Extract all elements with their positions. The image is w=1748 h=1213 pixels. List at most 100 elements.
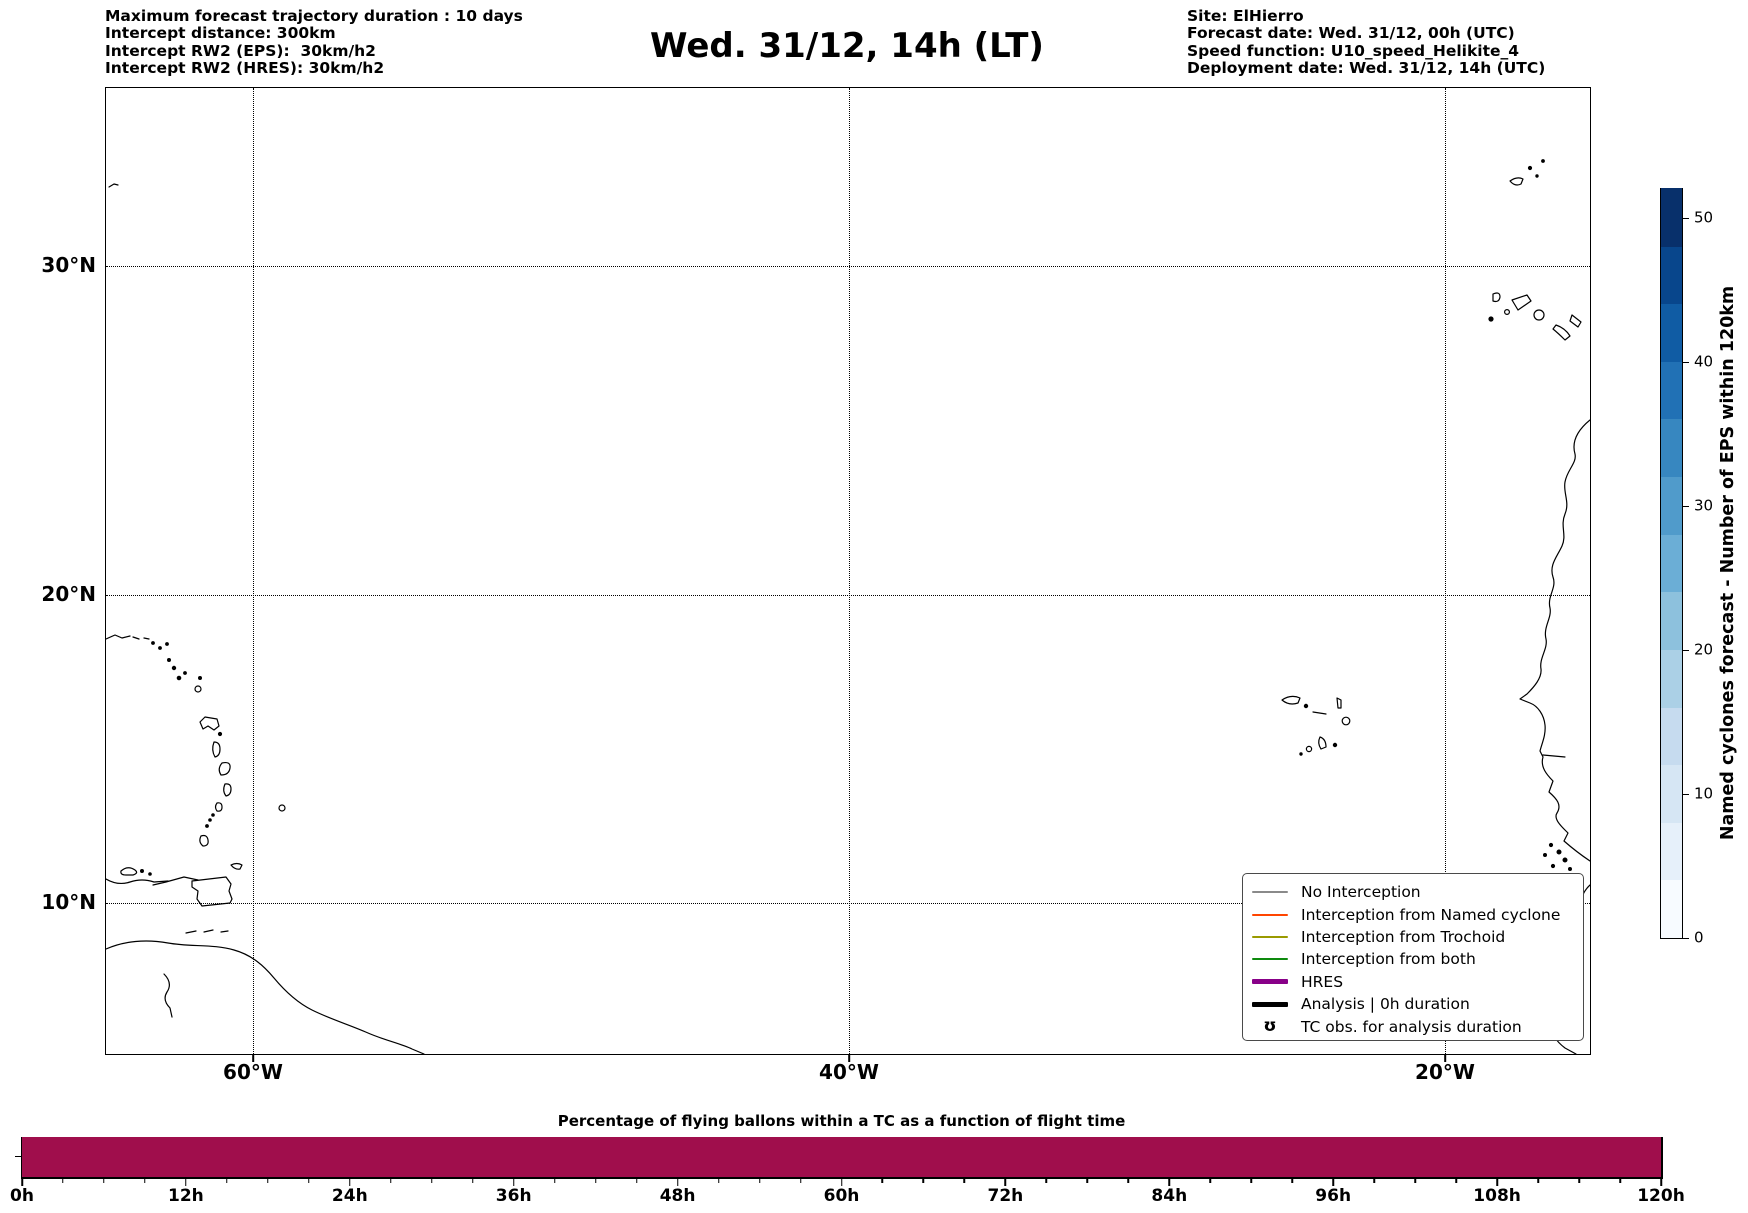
- flight-time-major-tick: [21, 1178, 23, 1186]
- legend-item: ʊ TC obs. for analysis duration: [1252, 1015, 1579, 1037]
- flight-time-minor-tick: [717, 1178, 720, 1183]
- flight-time-minor-tick: [103, 1178, 105, 1183]
- legend-sample: [1252, 913, 1288, 916]
- legend-line-sample: [1252, 958, 1288, 961]
- latitude-label: 20°N: [41, 582, 96, 606]
- legend-item: Interception from Trochoid: [1252, 926, 1579, 948]
- legend-sample: [1252, 1001, 1288, 1007]
- longitude-gridline: [253, 88, 254, 1054]
- flight-time-major-tick: [676, 1178, 679, 1186]
- colorbar-tick-label: 50: [1694, 208, 1714, 227]
- flight-time-major-tick: [1004, 1178, 1007, 1186]
- legend-sample: [1252, 935, 1288, 938]
- flight-time-minor-tick: [922, 1178, 925, 1183]
- flight-time-label: 60h: [823, 1186, 860, 1206]
- flight-time-minor-tick: [1086, 1178, 1089, 1183]
- flight-time-minor-tick: [390, 1178, 392, 1183]
- flight-time-minor-tick: [226, 1178, 228, 1183]
- flight-time-label: 24h: [331, 1186, 368, 1206]
- flight-time-minor-tick: [1291, 1178, 1293, 1183]
- madeira-islands: [1509, 159, 1545, 186]
- colorbar-tick-label: 40: [1694, 352, 1714, 371]
- forecast-info-line: Site: ElHierro: [1187, 7, 1304, 25]
- forecast-info-line: Deployment date: Wed. 31/12, 14h (UTC): [1187, 59, 1546, 78]
- flight-time-minor-tick: [308, 1178, 310, 1183]
- legend-item: Interception from Named cyclone: [1252, 903, 1579, 925]
- latitude-gridline: [106, 595, 1590, 596]
- forecast-info-block: Site: ElHierro Forecast date: Wed. 31/12,…: [1187, 7, 1546, 78]
- flight-time-label: 84h: [1151, 1186, 1188, 1206]
- legend-label: HRES: [1301, 972, 1344, 991]
- colorbar-tick: [1683, 217, 1689, 220]
- flight-time-label: 96h: [1315, 1186, 1352, 1206]
- forecast-info-line: Forecast date: Wed. 31/12, 00h (UTC): [1187, 24, 1515, 43]
- flight-time-minor-tick: [594, 1178, 597, 1183]
- forecast-info-line: Speed function: U10_speed_Helikite_4: [1187, 41, 1520, 60]
- colorbar-band: [1661, 591, 1682, 650]
- colorbar-band: [1661, 476, 1682, 535]
- longitude-gridline: [849, 88, 850, 1054]
- legend-label: Analysis | 0h duration: [1301, 995, 1470, 1014]
- flight-time-major-tick: [840, 1178, 843, 1186]
- longitude-tick: [1444, 1055, 1446, 1062]
- map-legend: No Interception Interception from Named c…: [1242, 873, 1584, 1041]
- flight-time-major-tick: [1168, 1178, 1171, 1186]
- colorbar-band: [1661, 246, 1682, 305]
- colorbar-label: Named cyclones forecast - Number of EPS …: [1718, 285, 1738, 841]
- tc-percentage-bar: [22, 1137, 1661, 1177]
- hres-line-sample: [1252, 979, 1288, 985]
- cape-verde-islands: [1281, 695, 1351, 756]
- flight-time-minor-tick: [471, 1178, 474, 1183]
- longitude-tick: [848, 1055, 850, 1062]
- flight-time-major-tick: [1496, 1178, 1498, 1186]
- legend-line-sample: [1252, 935, 1288, 938]
- flight-time-minor-tick: [758, 1178, 761, 1183]
- legend-sample: [1252, 958, 1288, 961]
- flight-time-major-tick: [1332, 1178, 1334, 1186]
- colorbar-band: [1661, 188, 1682, 247]
- flight-time-label: 36h: [495, 1186, 532, 1206]
- flight-time-label: 0h: [10, 1186, 34, 1206]
- bottom-chart-title: Percentage of flying ballons within a TC…: [557, 1112, 1126, 1130]
- colorbar-tick: [1683, 361, 1689, 364]
- longitude-label: 20°W: [1415, 1060, 1475, 1084]
- flight-time-minor-tick: [1209, 1178, 1212, 1183]
- longitude-gridline: [1445, 88, 1446, 1054]
- flight-time-minor-tick: [1045, 1178, 1048, 1183]
- legend-label: No Interception: [1301, 883, 1421, 902]
- bottom-chart-left-spine: [20, 1137, 23, 1179]
- legend-item: No Interception: [1252, 881, 1579, 903]
- colorbar-band: [1661, 534, 1682, 593]
- colorbar-tick: [1683, 505, 1689, 508]
- flight-time-minor-tick: [431, 1178, 433, 1183]
- flight-time-label: 120h: [1637, 1186, 1685, 1206]
- flight-time-minor-tick: [1537, 1178, 1539, 1183]
- flight-time-label: 48h: [659, 1186, 696, 1206]
- run-parameter-line: Intercept distance: 300km: [105, 24, 336, 43]
- run-parameters-block: Maximum forecast trajectory duration : 1…: [105, 7, 523, 78]
- longitude-label: 60°W: [223, 1060, 283, 1084]
- colorbar-band: [1661, 822, 1682, 881]
- flight-time-minor-tick: [1250, 1178, 1252, 1183]
- colorbar-tick: [1683, 938, 1689, 940]
- legend-sample: [1252, 891, 1288, 894]
- map-panel: [105, 87, 1591, 1055]
- flight-time-minor-tick: [799, 1178, 802, 1183]
- colorbar-tick: [1683, 649, 1689, 652]
- flight-time-minor-tick: [1619, 1178, 1621, 1183]
- canary-islands: [1488, 292, 1582, 341]
- flight-time-major-tick: [1660, 1178, 1662, 1186]
- flight-time-label: 12h: [168, 1186, 204, 1206]
- flight-time-minor-tick: [144, 1178, 146, 1183]
- tc-obs-marker-icon: ʊ: [1263, 1016, 1277, 1037]
- colorbar-band: [1661, 418, 1682, 478]
- flight-time-minor-tick: [635, 1178, 638, 1183]
- legend-line-sample: [1252, 1001, 1288, 1007]
- colorbar-tick-label: 0: [1694, 928, 1704, 947]
- legend-label: Interception from both: [1301, 950, 1476, 969]
- run-parameter-line: Maximum forecast trajectory duration : 1…: [105, 7, 523, 25]
- flight-time-label: 72h: [987, 1186, 1024, 1206]
- flight-time-minor-tick: [1127, 1178, 1130, 1183]
- flight-time-minor-tick: [963, 1178, 966, 1183]
- colorbar-tick: [1683, 793, 1689, 796]
